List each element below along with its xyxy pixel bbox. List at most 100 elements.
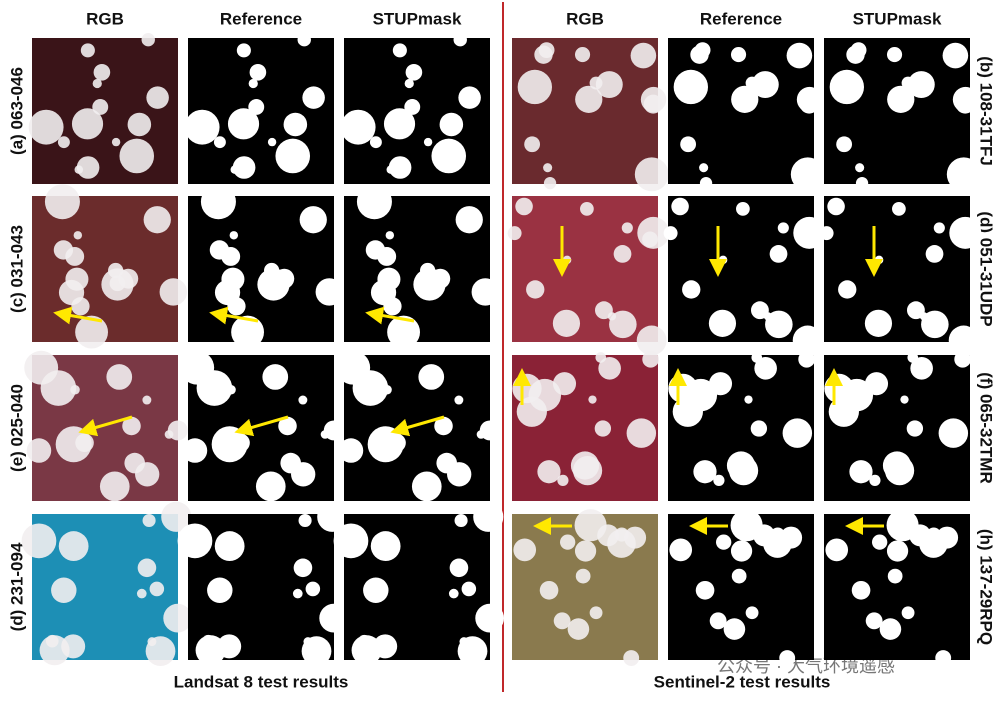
cloud — [21, 523, 57, 559]
cloud — [180, 350, 215, 385]
cloud — [849, 460, 873, 484]
cloud — [864, 372, 889, 396]
cloud — [249, 63, 267, 81]
cloud — [447, 462, 472, 487]
cloud — [574, 47, 591, 63]
cloud — [589, 76, 603, 90]
cloud — [695, 580, 715, 600]
column-header: RGB — [86, 9, 124, 28]
cloud — [404, 99, 421, 115]
cloud — [938, 418, 969, 448]
cloud — [609, 310, 637, 339]
cloud — [248, 99, 265, 115]
cloud — [885, 456, 915, 486]
cloud — [553, 612, 571, 630]
cloud — [122, 416, 141, 436]
cloud — [824, 373, 854, 404]
cloud — [24, 350, 59, 385]
cloud — [439, 112, 464, 137]
cloud — [736, 202, 750, 216]
cloud — [575, 85, 603, 113]
cloud — [595, 71, 623, 99]
mask-image — [188, 184, 344, 349]
cloud — [475, 603, 505, 633]
cloud — [385, 231, 395, 240]
cloud — [907, 71, 935, 99]
cloud — [780, 526, 803, 549]
cloud — [305, 581, 321, 597]
cloud — [836, 136, 853, 153]
cloud — [517, 69, 553, 105]
cloud — [293, 558, 313, 578]
cloud — [146, 86, 169, 109]
cloud — [799, 94, 819, 114]
mask-image — [668, 38, 825, 192]
cloud — [838, 280, 857, 299]
cloud — [299, 206, 327, 234]
cloud — [217, 634, 242, 659]
cloud — [231, 315, 264, 349]
row-label: (c) 031-043 — [7, 225, 26, 313]
cloud — [682, 280, 701, 299]
cloud — [111, 137, 121, 147]
cloud — [715, 534, 732, 550]
cloud — [65, 267, 89, 291]
cloud — [855, 163, 865, 173]
cloud — [229, 231, 239, 240]
cloud — [936, 526, 959, 549]
cloud — [909, 524, 932, 547]
cloud — [825, 538, 849, 562]
cloud — [694, 42, 711, 59]
cloud — [265, 275, 282, 292]
cloud — [92, 78, 102, 89]
cloud — [76, 156, 100, 179]
image-frame — [668, 196, 814, 342]
cloud — [336, 350, 371, 385]
rgb-image — [512, 38, 669, 192]
cloud — [141, 32, 155, 47]
cloud — [377, 267, 401, 291]
cloud — [221, 247, 241, 266]
cloud — [513, 538, 537, 562]
cloud — [127, 112, 152, 137]
cloud — [754, 357, 777, 380]
cloud — [57, 136, 70, 149]
cloud — [793, 216, 826, 249]
cloud — [454, 513, 468, 528]
cloud — [51, 577, 77, 603]
mask-image — [819, 196, 982, 356]
cloud — [227, 297, 246, 316]
cloud — [75, 433, 94, 453]
caption: Sentinel-2 test results — [654, 672, 831, 691]
cloud — [221, 267, 245, 291]
cloud — [626, 418, 657, 448]
cloud — [461, 581, 477, 597]
cloud — [693, 460, 717, 484]
cloud — [373, 634, 398, 659]
cloud — [562, 255, 572, 265]
cloud — [851, 580, 871, 600]
cloud — [713, 474, 725, 486]
cloud — [886, 540, 909, 562]
cloud — [458, 86, 481, 109]
cloud — [901, 76, 915, 90]
cloud — [537, 460, 561, 484]
cloud — [765, 310, 793, 339]
cloud — [699, 163, 709, 173]
cloud — [623, 650, 640, 666]
cloud — [869, 474, 881, 486]
cloud — [383, 297, 402, 316]
column-header: STUPmask — [853, 9, 942, 28]
cloud — [708, 372, 733, 396]
cloud — [182, 438, 208, 463]
cloud — [92, 99, 109, 115]
arrow — [78, 415, 133, 437]
cloud — [819, 226, 834, 241]
cloud — [387, 433, 406, 453]
cloud — [448, 588, 459, 599]
cloud — [925, 245, 944, 263]
mask-image — [184, 32, 334, 184]
cloud — [298, 395, 308, 405]
cloud — [879, 618, 902, 640]
row-label: (f) 065-32TMR — [977, 372, 996, 483]
